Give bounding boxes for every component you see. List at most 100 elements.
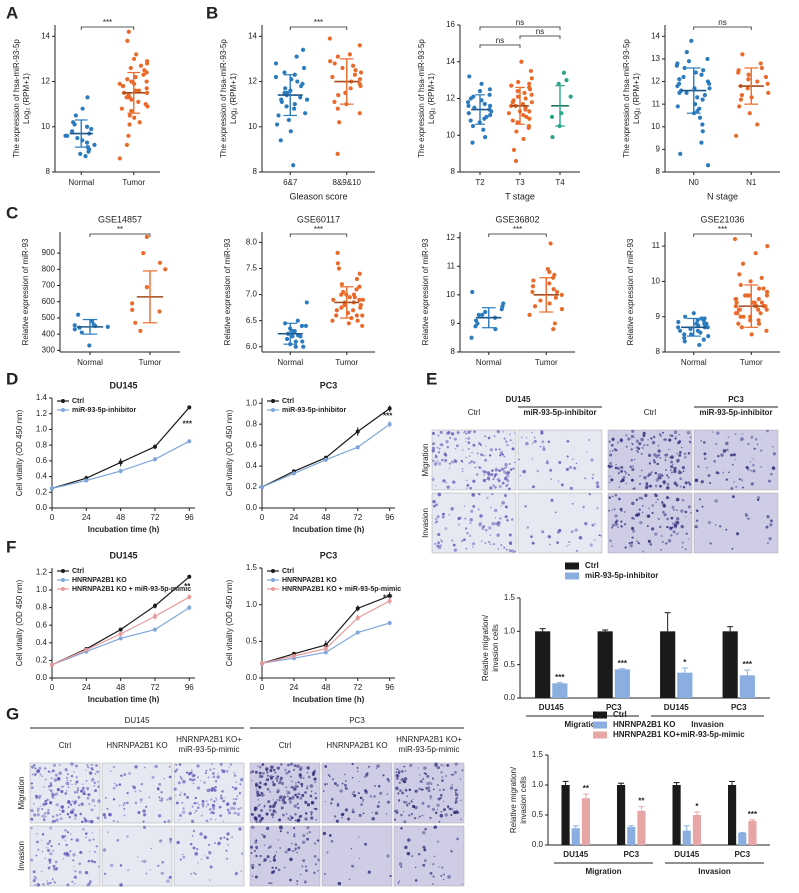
cell-stain <box>209 768 212 771</box>
legend-swatch <box>593 711 607 719</box>
cell-stain <box>330 839 334 843</box>
cell-stain <box>491 521 496 526</box>
cell-stain <box>87 859 91 863</box>
dot <box>136 88 142 93</box>
cell-stain <box>615 463 617 466</box>
cell-stain <box>439 443 443 446</box>
dot <box>737 272 742 277</box>
cell-stain <box>94 805 96 807</box>
cell-stain <box>30 786 34 790</box>
x-tick-label: 8&9&10 <box>333 178 362 187</box>
cell-stain <box>299 766 303 770</box>
cell-stain <box>427 805 430 808</box>
cell-stain <box>82 827 85 831</box>
cell-stain <box>463 538 466 541</box>
cell-stain <box>501 450 503 453</box>
cell-stain <box>465 456 467 459</box>
cell-stain <box>286 793 288 795</box>
cell-stain <box>406 851 411 856</box>
dot <box>756 321 762 326</box>
cell-stain <box>287 795 289 798</box>
cell-stain <box>625 471 628 474</box>
dot <box>759 275 764 280</box>
cell-stain <box>112 819 115 823</box>
cell-stain <box>44 802 48 806</box>
cell-stain <box>299 768 302 771</box>
cell-stain <box>624 546 627 549</box>
point <box>187 574 192 579</box>
cell-stain <box>71 800 74 803</box>
dot <box>704 321 709 326</box>
cell-stain <box>34 875 37 878</box>
cell-stain <box>497 479 501 483</box>
cell-stain <box>74 792 76 794</box>
cell-stain <box>698 498 701 501</box>
cell-stain <box>452 480 456 484</box>
cell-stain <box>432 500 436 504</box>
x-tick-label: 24 <box>82 513 91 522</box>
dot <box>144 90 150 95</box>
bar <box>597 631 613 698</box>
cell-stain <box>74 783 77 785</box>
dot <box>522 90 527 96</box>
bar <box>672 785 681 845</box>
cell-stain <box>44 815 47 818</box>
cell-stain <box>542 445 545 448</box>
cell-stain <box>659 473 664 478</box>
cell-stain <box>66 773 69 776</box>
x-tick-label: 0 <box>260 513 265 522</box>
dot <box>467 74 472 79</box>
dot <box>129 108 134 114</box>
cell-stain <box>280 806 284 810</box>
dot <box>468 118 473 123</box>
cell-stain <box>235 797 238 801</box>
cell-stain <box>467 442 470 444</box>
cell-stain <box>340 812 345 817</box>
cell-stain <box>509 439 512 442</box>
cell-stain <box>185 771 189 774</box>
cell-stain <box>251 825 255 829</box>
cell-stain <box>85 780 88 782</box>
cell-stain <box>502 470 506 474</box>
cell-stain <box>37 848 40 851</box>
cell-stain <box>290 842 293 845</box>
y-tick-label: 8 <box>451 347 456 356</box>
dot <box>552 321 558 326</box>
x-tick-label: 96 <box>185 513 194 522</box>
cell-stain <box>496 533 500 537</box>
cell-stain <box>648 507 651 510</box>
cell-stain <box>432 883 434 885</box>
cell-stain <box>669 526 673 531</box>
cell-stain <box>492 478 495 481</box>
cell-stain <box>188 811 192 816</box>
cell-stain <box>122 804 125 807</box>
dot <box>527 116 532 121</box>
cell-stain <box>479 443 482 447</box>
cell-stain <box>191 769 193 772</box>
cell-stain <box>70 838 73 841</box>
cell-stain <box>168 765 171 768</box>
cell-stain <box>609 450 612 452</box>
cell-stain <box>323 783 327 786</box>
dot <box>707 81 712 86</box>
cell-stain <box>427 786 431 789</box>
cell-stain <box>180 777 183 780</box>
cell-stain <box>510 518 514 521</box>
cell-stain <box>294 843 298 847</box>
cell-stain <box>451 460 455 464</box>
cell-stain <box>679 477 683 481</box>
cell-stain <box>398 772 401 775</box>
cell-stain <box>524 505 527 508</box>
cell-stain <box>55 813 59 817</box>
legend-marker <box>61 408 65 412</box>
x-tick-label: Tumor <box>335 358 358 367</box>
cell-stain <box>222 799 226 803</box>
cell-stain <box>609 453 613 457</box>
cell-stain <box>640 437 644 442</box>
dot <box>734 300 739 305</box>
dot <box>126 29 131 34</box>
cell-stain <box>507 487 511 491</box>
cell-stain <box>221 790 224 793</box>
cell-stain <box>503 476 508 481</box>
